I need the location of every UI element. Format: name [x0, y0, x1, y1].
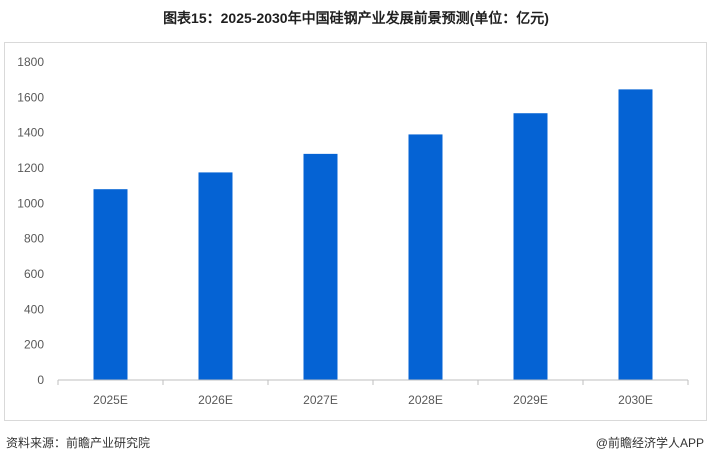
chart-title: 图表15：2025-2030年中国硅钢产业发展前景预测(单位：亿元) — [163, 10, 549, 26]
source-note: 资料来源：前瞻产业研究院 — [6, 436, 151, 450]
x-tick-label: 2029E — [513, 393, 548, 407]
x-tick-label: 2025E — [93, 393, 128, 407]
bar-2027E — [303, 153, 338, 380]
y-tick-label: 400 — [24, 302, 44, 316]
brand-credit: @前瞻经济学人APP — [595, 436, 704, 450]
y-tick-label: 1200 — [17, 161, 44, 175]
y-tick-label: 0 — [37, 373, 44, 387]
x-tick-label: 2028E — [408, 393, 443, 407]
y-tick-label: 1400 — [17, 126, 44, 140]
bar-2028E — [408, 134, 443, 380]
x-axis: 2025E 2026E 2027E 2028E 2029E 2030E — [57, 379, 689, 407]
x-tick-label: 2026E — [198, 393, 233, 407]
bar-2029E — [513, 113, 548, 380]
y-tick-label: 1800 — [17, 55, 44, 69]
y-axis: 0 200 400 600 800 1000 1200 1400 1600 1800 — [17, 55, 44, 387]
bar-2026E — [198, 172, 233, 380]
y-tick-label: 1000 — [17, 196, 44, 210]
x-tick-label: 2027E — [303, 393, 338, 407]
x-tick-label: 2030E — [618, 393, 653, 407]
y-tick-label: 600 — [24, 267, 44, 281]
y-tick-label: 200 — [24, 338, 44, 352]
y-tick-label: 800 — [24, 232, 44, 246]
bar-2025E — [93, 189, 128, 380]
bar-2030E — [618, 89, 653, 380]
bar-series — [93, 89, 653, 380]
chart-frame — [4, 42, 707, 421]
y-tick-label: 1600 — [17, 90, 44, 104]
